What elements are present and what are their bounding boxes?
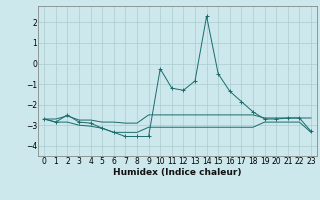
X-axis label: Humidex (Indice chaleur): Humidex (Indice chaleur) [113, 168, 242, 177]
